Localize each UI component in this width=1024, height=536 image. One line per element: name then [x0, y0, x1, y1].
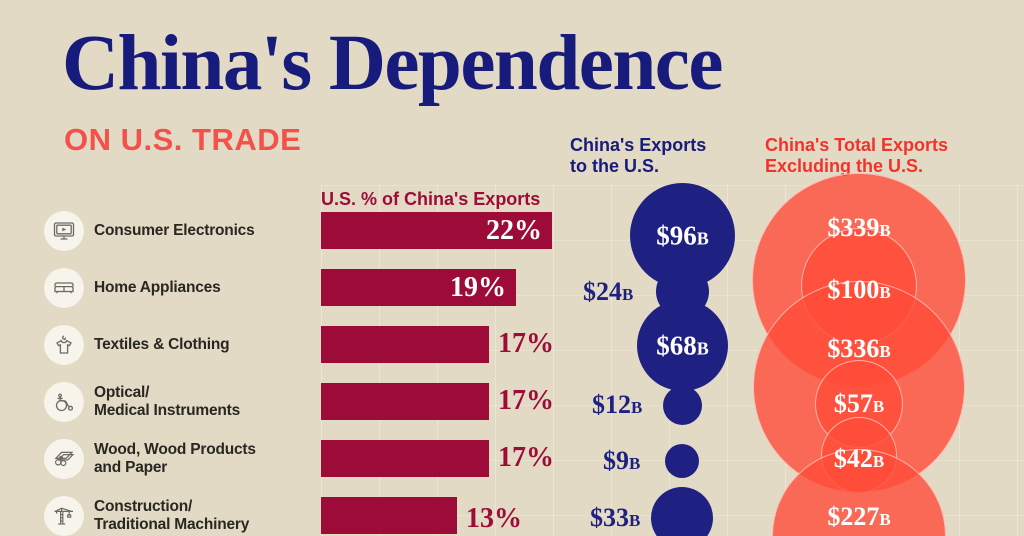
bar-2 [321, 326, 489, 363]
bubble-red-label-4: $42B [833, 444, 885, 473]
red-column-header-line1: China's Total Exports [765, 135, 948, 155]
category-row-5: Construction/ Traditional Machinery [44, 489, 319, 536]
category-label-5: Construction/ Traditional Machinery [94, 498, 250, 533]
blue-column-header: China's Exports to the U.S. [570, 135, 706, 177]
crane-icon [44, 496, 84, 536]
logs-icon [44, 439, 84, 479]
category-label-3: Optical/ Medical Instruments [94, 384, 241, 419]
tshirt-hanger-icon [44, 325, 84, 365]
category-row-0: Consumer Electronics [44, 204, 319, 258]
bubble-blue-label-5: $33B [590, 503, 641, 532]
red-column-header: China's Total Exports Excluding the U.S. [765, 135, 948, 177]
page-title: China's Dependence [62, 20, 723, 107]
bar-0: 22% [321, 212, 552, 249]
bubble-blue-3 [663, 386, 702, 425]
bubble-blue-label-2: $68B [656, 330, 709, 360]
bar-value-5: 13% [466, 503, 522, 534]
bubble-blue-label-0: $96B [656, 220, 709, 250]
bar-3 [321, 383, 489, 420]
bar-4 [321, 440, 489, 477]
bubble-red-label-0: $339B [827, 213, 891, 242]
page-subtitle: ON U.S. TRADE [64, 122, 302, 157]
wheelchair-icon [44, 382, 84, 422]
bar-value-0: 22% [486, 214, 542, 246]
bar-value-3: 17% [498, 385, 554, 416]
category-row-4: Wood, Wood Products and Paper [44, 432, 319, 486]
bars-column-header: U.S. % of China's Exports [321, 189, 541, 209]
monitor-play-icon [44, 211, 84, 251]
category-label-0: Consumer Electronics [94, 222, 255, 239]
sofa-icon [44, 268, 84, 308]
bubble-red-label-5: $227B [827, 502, 891, 531]
bar-value-4: 17% [498, 442, 554, 473]
bubble-red-label-2: $336B [827, 334, 891, 363]
category-row-2: Textiles & Clothing [44, 318, 319, 372]
bubble-blue-label-1: $24B [583, 277, 634, 306]
red-column-header-line2: Excluding the U.S. [765, 156, 924, 176]
bubble-blue-label-3: $12B [592, 390, 643, 419]
blue-column-header-line1: China's Exports [570, 135, 707, 155]
bar-5 [321, 497, 457, 534]
bubble-red-label-3: $57B [833, 389, 885, 418]
bubble-blue-2: $68B [637, 300, 728, 391]
category-row-1: Home Appliances [44, 261, 319, 315]
category-label-4: Wood, Wood Products and Paper [94, 441, 256, 476]
bubble-red-label-1: $100B [827, 275, 891, 304]
category-label-1: Home Appliances [94, 279, 221, 296]
bar-1: 19% [321, 269, 516, 306]
bar-value-2: 17% [498, 328, 554, 359]
category-row-3: Optical/ Medical Instruments [44, 375, 319, 429]
bubble-blue-4 [665, 444, 699, 478]
blue-column-header-line2: to the U.S. [570, 156, 659, 176]
category-label-2: Textiles & Clothing [94, 336, 230, 353]
bar-value-1: 19% [450, 271, 506, 303]
bubble-blue-label-4: $9B [603, 446, 641, 475]
bubble-blue-5 [651, 487, 713, 536]
